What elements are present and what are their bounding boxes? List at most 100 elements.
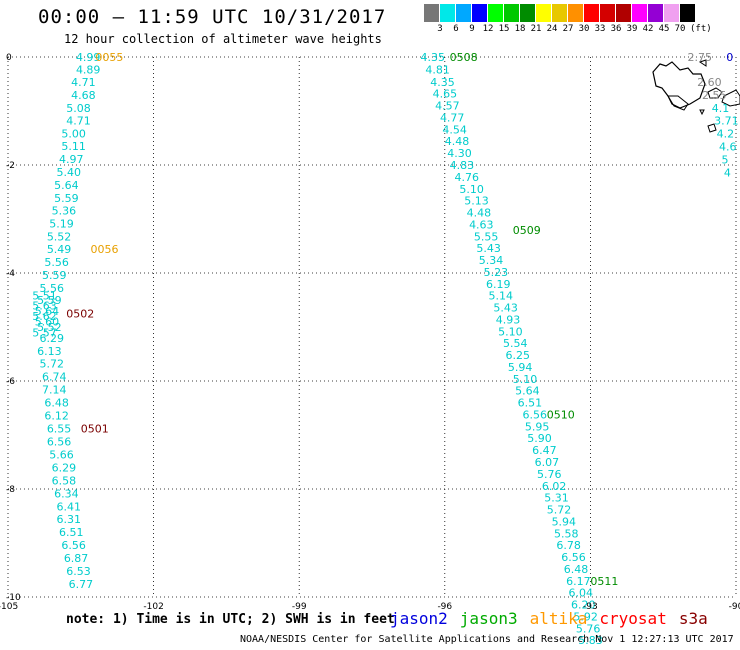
swh-value: 6.51 — [518, 397, 543, 410]
scale-label: 12 — [482, 24, 494, 34]
swh-value: 5.57 — [32, 326, 57, 339]
swh-value: 4.71 — [66, 115, 91, 128]
swh-value: 6.41 — [57, 500, 82, 513]
swh-value: 5.52 — [37, 321, 62, 334]
pass-time-label: 0511 — [590, 575, 618, 588]
swh-value: 6.07 — [535, 456, 560, 469]
swh-value: 5.34 — [479, 254, 504, 267]
scale-label: 3 — [437, 24, 443, 34]
swh-value: 6.13 — [37, 345, 62, 358]
swh-value: 5.31 — [544, 492, 569, 505]
swh-value: 4.48 — [467, 207, 492, 220]
swh-value: 6.58 — [52, 474, 77, 487]
swh-value: 6.48 — [44, 397, 69, 410]
swh-value: 4.35 — [430, 76, 455, 89]
pass-time-label: 0 — [726, 51, 733, 64]
scale-label: 70 — [674, 24, 686, 34]
swh-value: 4.63 — [469, 218, 494, 231]
swh-value: 5.76 — [537, 468, 562, 481]
swh-value: 4.71 — [71, 76, 96, 89]
swh-value: 5.60 — [35, 316, 60, 329]
altimeter-tracks: 4.994.894.714.685.084.715.005.114.975.40… — [32, 51, 738, 647]
swh-value: 6.19 — [486, 278, 511, 291]
swh-value: 5.55 — [474, 230, 499, 243]
y-tick-label: 0 — [6, 53, 12, 63]
swh-value: 5.64 — [54, 179, 79, 192]
x-tick-label: -105 — [0, 602, 18, 612]
swh-value: 4.83 — [450, 159, 475, 172]
swh-value: 4.76 — [455, 171, 480, 184]
swh-value: 6.51 — [59, 526, 84, 539]
swh-value: 7.14 — [42, 384, 66, 397]
swh-value: 5 — [721, 154, 728, 167]
swh-value: 4.57 — [435, 100, 460, 113]
scale-swatch — [440, 4, 456, 22]
pass-time-label: 0509 — [513, 224, 541, 237]
scale-swatch — [456, 4, 472, 22]
y-tick-label: -4 — [6, 269, 15, 279]
swh-value: 5.94 — [552, 515, 577, 528]
legend-altika: altika — [529, 609, 588, 628]
swh-value: 6.17 — [566, 575, 591, 588]
swh-value: 6.34 — [54, 487, 79, 500]
x-tick-label: -90 — [729, 602, 740, 612]
swh-value: 6.77 — [69, 578, 94, 591]
swh-value: 5.23 — [484, 266, 509, 279]
x-tick-label: -102 — [143, 602, 163, 612]
scale-label: 33 — [594, 24, 606, 34]
scale-swatch — [504, 4, 520, 22]
swh-value: 6.29 — [40, 332, 64, 345]
swh-value: 5.43 — [476, 242, 501, 255]
swh-value: 5.95 — [525, 420, 550, 433]
scale-label: 15 — [498, 24, 510, 34]
legend-cryosat: cryosat — [599, 609, 667, 628]
swh-value: 4.30 — [447, 147, 472, 160]
swh-value: 4.97 — [59, 153, 84, 166]
swh-value: 4.89 — [76, 63, 101, 76]
legend-jason3: jason3 — [459, 609, 518, 628]
map-title: 00:00 — 11:59 UTC 10/31/2017 — [38, 6, 387, 28]
y-tick-label: -6 — [6, 377, 15, 387]
swh-value: 6.87 — [64, 552, 89, 565]
pass-time-label: 0056 — [91, 243, 119, 256]
scale-swatch — [536, 4, 552, 22]
swh-value: 5.10 — [498, 325, 522, 338]
swh-value: 4.54 — [442, 123, 467, 136]
swh-value: 4.35 — [421, 51, 446, 64]
swh-value: 5.59 — [37, 294, 62, 307]
swh-value: 5.64 — [515, 385, 540, 398]
swh-value: 4.2 — [717, 128, 735, 141]
swh-value: 4.48 — [445, 135, 470, 148]
legend-jason2: jason2 — [390, 609, 448, 628]
swh-value: 5.10 — [513, 373, 538, 386]
map-grid — [7, 56, 737, 598]
swh-value: 5.58 — [554, 527, 579, 540]
swh-value: 5.19 — [49, 217, 74, 230]
swh-value: 4.81 — [425, 63, 450, 76]
swh-value: 6.56 — [47, 435, 72, 448]
swh-value: 2.60 — [697, 76, 722, 89]
swh-value: 5.66 — [49, 448, 74, 461]
swh-value: 5.90 — [527, 432, 552, 445]
scale-swatch — [552, 4, 568, 22]
swh-value: 6.56 — [61, 539, 86, 552]
scale-swatch — [568, 4, 584, 22]
swh-value: 4 — [724, 167, 731, 180]
swh-value: 6.78 — [556, 539, 581, 552]
pass-time-label: 0508 — [450, 51, 478, 64]
swh-value: 5.83 — [578, 634, 603, 647]
y-tick-label: -10 — [6, 593, 21, 603]
swh-value: 5.54 — [503, 337, 528, 350]
swh-value: 6.47 — [532, 444, 557, 457]
swh-value: 5.10 — [459, 183, 484, 196]
scale-label: 36 — [610, 24, 622, 34]
swh-value: 5.62 — [32, 310, 57, 323]
scale-swatch — [520, 4, 536, 22]
color-scale — [424, 4, 696, 22]
axis-labels: -105 -102 -99 -96 -93 -90 0 -2 -4 -6 -8 -10 — [0, 53, 740, 612]
x-tick-label: -93 — [583, 602, 598, 612]
scale-swatch — [488, 4, 504, 22]
swh-value: 5.59 — [54, 192, 79, 205]
swh-value: 6.74 — [42, 371, 66, 384]
scale-swatch — [472, 4, 488, 22]
